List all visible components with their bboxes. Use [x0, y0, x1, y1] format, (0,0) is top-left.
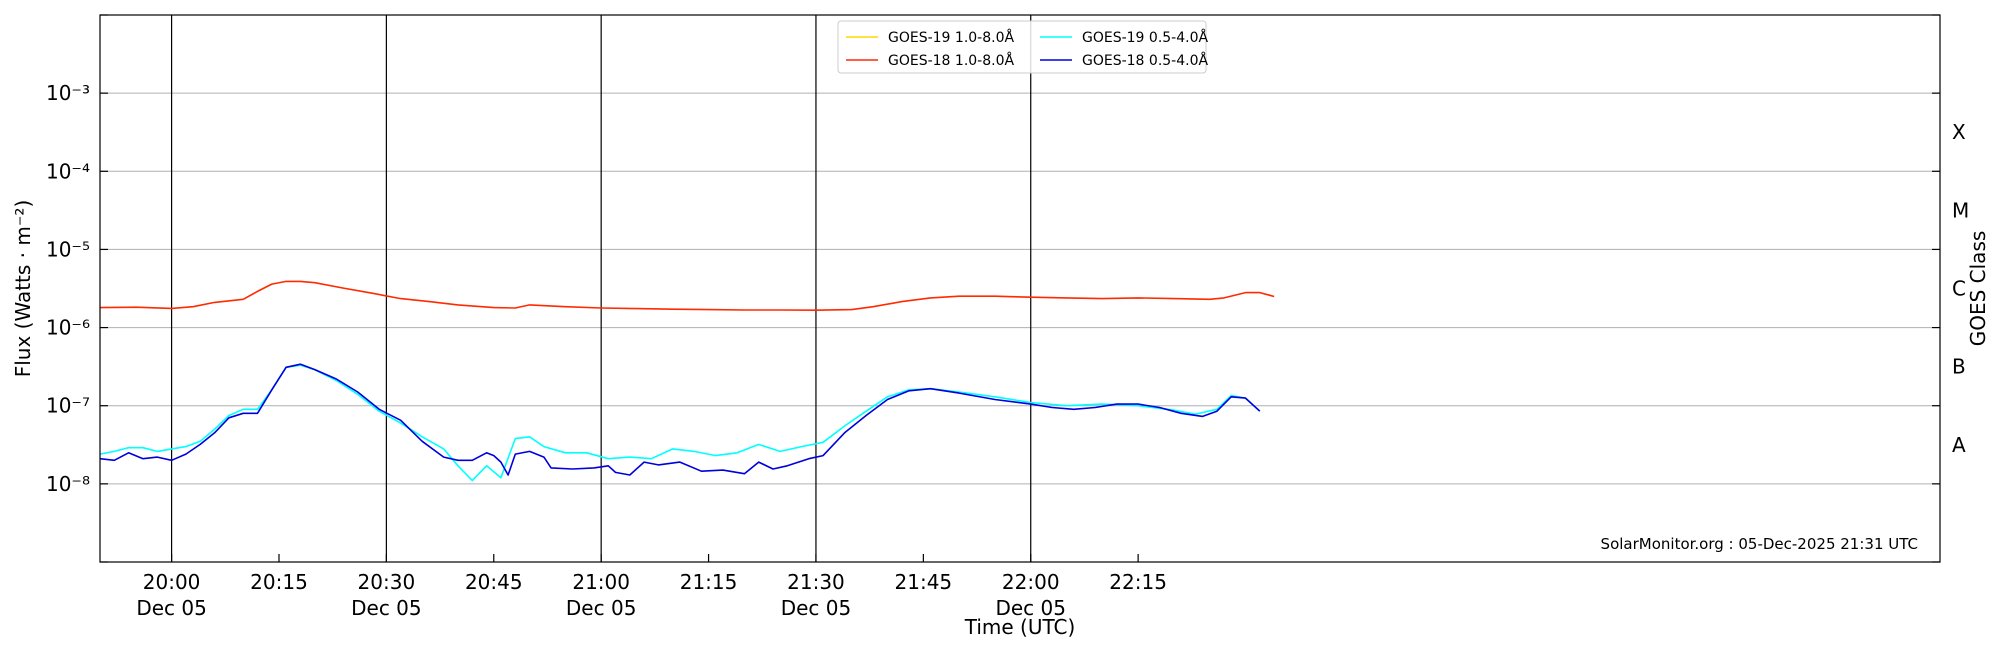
x-tick-label: 21:00: [572, 570, 630, 594]
goes-class-label: B: [1952, 355, 1966, 379]
x-tick-label: 20:00: [143, 570, 201, 594]
x-tick-date-label: Dec 05: [781, 596, 852, 620]
x-tick-date-label: Dec 05: [351, 596, 422, 620]
x-tick-label: 20:45: [465, 570, 523, 594]
goes-class-labels: A B C M X: [1952, 120, 1969, 457]
y-tick-label: 10⁻⁸: [46, 472, 90, 496]
y-tick-label: 10⁻⁴: [46, 159, 90, 183]
credit-text: SolarMonitor.org : 05-Dec-2025 21:31 UTC: [1601, 535, 1918, 553]
right-axis-title: GOES Class: [1966, 231, 1990, 347]
legend-label: GOES-18 1.0-8.0Å: [888, 52, 1014, 69]
series-lines: [99, 280, 1275, 482]
goes-class-label: X: [1952, 120, 1966, 144]
y-tick-label: 10⁻⁷: [46, 394, 90, 418]
goes-class-label: A: [1952, 433, 1966, 457]
x-axis-title: Time (UTC): [964, 615, 1076, 639]
x-tick-date-label: Dec 05: [566, 596, 637, 620]
x-tick-label: 21:30: [787, 570, 845, 594]
day-markers: [170, 15, 1032, 562]
goes-class-label: C: [1952, 277, 1966, 301]
legend-label: GOES-18 0.5-4.0Å: [1082, 52, 1208, 69]
legend-box: [837, 20, 1207, 74]
series-line-2: [99, 364, 1261, 482]
x-tick-label: 22:00: [1002, 570, 1060, 594]
series-line-1: [99, 280, 1275, 312]
x-tick-date-label: Dec 05: [136, 596, 207, 620]
y-tick-label: 10⁻⁵: [46, 237, 90, 261]
legend-label: GOES-19 0.5-4.0Å: [1082, 29, 1208, 46]
plot-frame: [99, 14, 1941, 563]
goes-class-label: M: [1952, 198, 1969, 222]
series-line-3: [99, 363, 1261, 476]
x-tick-label: 21:15: [680, 570, 738, 594]
x-tick-label: 20:30: [358, 570, 416, 594]
y-axis-ticks: 10⁻⁸ 10⁻⁷ 10⁻⁶ 10⁻⁵ 10⁻⁴ 10⁻³: [46, 14, 1940, 563]
x-tick-label: 22:15: [1109, 570, 1167, 594]
y-axis-title: Flux (Watts · m⁻²): [11, 200, 35, 378]
legend: GOES-19 1.0-8.0Å GOES-18 1.0-8.0Å GOES-19 …: [837, 20, 1208, 74]
y-tick-label: 10⁻⁶: [46, 316, 90, 340]
legend-label: GOES-19 1.0-8.0Å: [888, 29, 1014, 46]
x-tick-label: 21:45: [895, 570, 953, 594]
x-tick-date-label: Dec 05: [995, 596, 1066, 620]
x-tick-label: 20:15: [250, 570, 308, 594]
y-tick-label: 10⁻³: [46, 81, 90, 105]
